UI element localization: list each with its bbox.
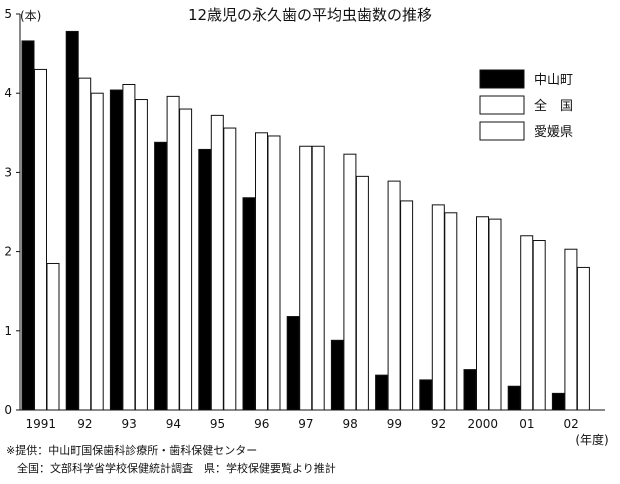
bar-nakayama — [21, 40, 35, 411]
y-tick-label: 5 — [4, 7, 12, 21]
bar-ehime — [355, 175, 369, 411]
bar-nakayama — [154, 141, 168, 411]
bars — [21, 30, 590, 411]
x-tick-labels: 1991 92 93 94 95 96 97 98 99 92 2000 01 02 — [25, 417, 578, 431]
bar-ehime — [134, 99, 148, 411]
legend-swatch — [479, 95, 525, 115]
x-tick-label: 99 — [387, 417, 402, 431]
bar-nakayama — [375, 374, 389, 411]
x-tick-label: 95 — [210, 417, 225, 431]
legend-swatch — [479, 121, 525, 141]
y-tick-labels: 0 1 2 3 4 5 — [4, 7, 12, 417]
source-note-line1: ※提供：中山町国保歯科診療所・歯科保健センター — [6, 444, 258, 457]
bar-national — [166, 95, 180, 411]
bar-ehime — [46, 262, 60, 411]
bar-nakayama — [198, 148, 212, 411]
bar-nakayama — [507, 385, 521, 411]
x-tick-label: 01 — [519, 417, 534, 431]
bar-ehime — [223, 127, 237, 411]
bar-national — [520, 235, 534, 411]
bar-nakayama — [65, 30, 79, 411]
y-tick-label: 1 — [4, 324, 12, 338]
x-tick-label: 94 — [166, 417, 181, 431]
x-tick-label: 2000 — [467, 417, 498, 431]
x-tick-label: 92 — [431, 417, 446, 431]
x-tick-label: 92 — [77, 417, 92, 431]
bar-national — [343, 153, 357, 411]
bar-ehime — [90, 92, 104, 411]
x-tick-label: 96 — [254, 417, 269, 431]
source-note-line2: 全国：文部科学省学校保健統計調査 県：学校保健要覧より推計 — [6, 462, 336, 475]
chart-title: 12歳児の永久歯の平均虫歯数の推移 — [188, 6, 432, 24]
y-axis-unit: (本) — [20, 9, 41, 23]
x-tick-label: 93 — [122, 417, 137, 431]
x-tick-label: 97 — [298, 417, 313, 431]
legend-label: 愛媛県 — [534, 125, 573, 140]
x-tick-label: 98 — [343, 417, 358, 431]
bar-national — [431, 204, 445, 411]
y-tick-label: 3 — [4, 165, 12, 179]
bar-national — [564, 248, 578, 411]
bar-nakayama — [551, 392, 565, 411]
legend-swatch — [479, 69, 525, 89]
bar-ehime — [179, 108, 193, 411]
bar-ehime — [400, 200, 414, 411]
bar-nakayama — [330, 339, 344, 411]
x-tick-label: 1991 — [25, 417, 56, 431]
bar-ehime — [311, 145, 325, 411]
bar-nakayama — [109, 89, 123, 411]
bar-national — [34, 68, 47, 411]
y-tick-label: 4 — [4, 86, 12, 100]
bar-ehime — [532, 240, 546, 411]
bar-national — [122, 83, 136, 411]
bar-nakayama — [463, 369, 477, 411]
legend-label: 中山町 — [534, 73, 573, 88]
x-tick-label: 02 — [564, 417, 579, 431]
bar-national — [78, 77, 92, 411]
bar-national — [299, 145, 313, 411]
legend-label: 全 国 — [534, 98, 573, 114]
bar-ehime — [444, 212, 458, 411]
bar-nakayama — [419, 379, 433, 411]
bar-ehime — [488, 218, 502, 411]
x-axis-unit: (年度) — [575, 432, 608, 447]
y-tick-label: 2 — [4, 245, 12, 259]
bar-ehime — [267, 135, 281, 411]
bar-national — [387, 180, 401, 411]
bar-national — [210, 114, 224, 411]
bar-national — [476, 216, 489, 411]
y-tick-label: 0 — [4, 403, 12, 417]
bar-ehime — [576, 266, 590, 411]
bar-nakayama — [242, 197, 256, 411]
bar-nakayama — [286, 316, 300, 411]
bar-national — [255, 132, 268, 411]
